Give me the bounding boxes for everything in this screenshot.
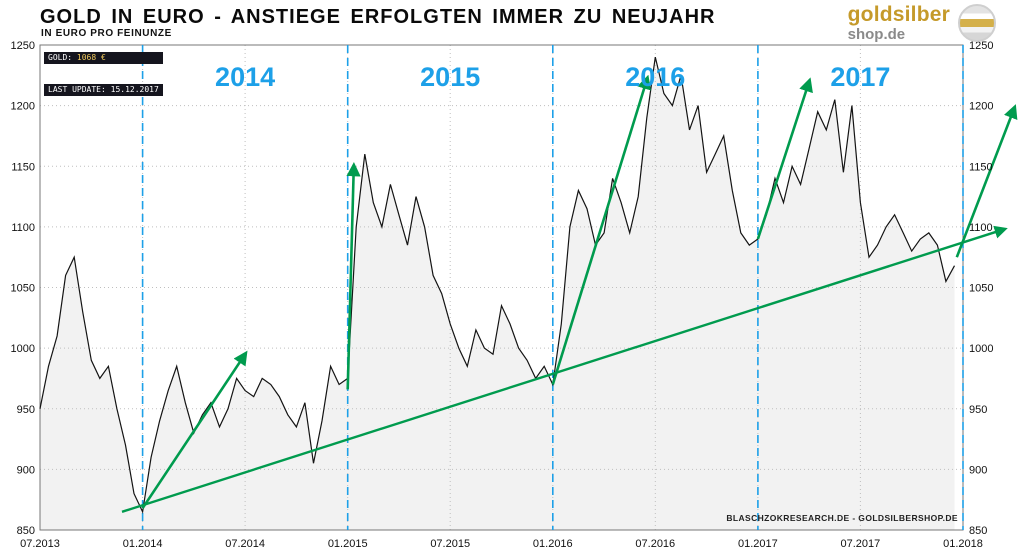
legend-update-label: LAST UPDATE: [48,85,106,94]
y-axis-labels: 850 850 900 900 950 950 1000 1000 1050 1050 1100 11… [11,40,994,537]
svg-text:1050: 1050 [969,283,993,295]
svg-text:950: 950 [17,404,35,416]
gold-coin-icon [958,4,996,42]
legend-gold-value: 1068 € [76,53,106,62]
page-subtitle: IN EURO PRO FEINUNZE [41,28,172,39]
svg-text:07.2014: 07.2014 [225,538,265,550]
svg-text:900: 900 [969,464,987,476]
svg-text:07.2016: 07.2016 [635,538,675,550]
brand-logo: goldsilber shop.de [848,4,996,42]
svg-text:1150: 1150 [969,161,993,173]
page-title: GOLD IN EURO - ANSTIEGE ERFOLGTEN IMMER … [40,6,716,28]
svg-text:950: 950 [969,404,987,416]
legend-gold-price: GOLD: 1068 € [44,52,163,64]
chart-legend: GOLD: 1068 € LAST UPDATE: 15.12.2017 [44,52,163,98]
rally-arrows [141,74,1018,509]
svg-text:2017: 2017 [830,62,890,92]
brand-logo-text: goldsilber shop.de [848,4,950,42]
year-labels: 2014 2015 2016 2017 [215,62,890,92]
svg-text:1100: 1100 [11,222,35,234]
svg-text:1000: 1000 [969,343,993,355]
svg-text:01.2014: 01.2014 [123,538,163,550]
svg-text:2014: 2014 [215,62,275,92]
svg-text:01.2017: 01.2017 [738,538,778,550]
x-axis-labels: 07.2013 01.2014 07.2014 01.2015 07.2015 01.20… [20,538,983,550]
gold-series-area [40,57,955,530]
svg-text:2015: 2015 [420,62,480,92]
svg-text:01.2018: 01.2018 [943,538,983,550]
trend-line [121,225,1008,513]
plot-border [39,44,964,531]
svg-text:850: 850 [969,525,987,537]
svg-text:850: 850 [17,525,35,537]
legend-update-value: 15.12.2017 [110,85,159,94]
svg-text:1250: 1250 [11,40,35,52]
svg-text:2016: 2016 [625,62,685,92]
gold-series-line [39,56,956,514]
svg-text:1100: 1100 [969,222,993,234]
svg-text:1150: 1150 [11,161,35,173]
legend-last-update: LAST UPDATE: 15.12.2017 [44,84,163,96]
svg-text:1200: 1200 [11,101,35,113]
legend-gold-label: GOLD: [48,53,73,62]
svg-text:07.2017: 07.2017 [841,538,881,550]
brand-domain: shop.de [847,26,906,43]
svg-text:07.2013: 07.2013 [20,538,60,550]
svg-text:07.2015: 07.2015 [430,538,470,550]
new-year-dashed-lines [141,45,964,530]
svg-text:1200: 1200 [969,101,993,113]
svg-text:1250: 1250 [969,40,993,52]
svg-text:1050: 1050 [11,283,35,295]
svg-text:01.2016: 01.2016 [533,538,573,550]
svg-text:01.2015: 01.2015 [328,538,368,550]
svg-text:1000: 1000 [11,343,35,355]
source-credit: BLASCHZOKRESEARCH.DE - GOLDSILBERSHOP.DE [726,513,958,523]
svg-text:900: 900 [17,464,35,476]
brand-name: goldsilber [847,3,950,26]
